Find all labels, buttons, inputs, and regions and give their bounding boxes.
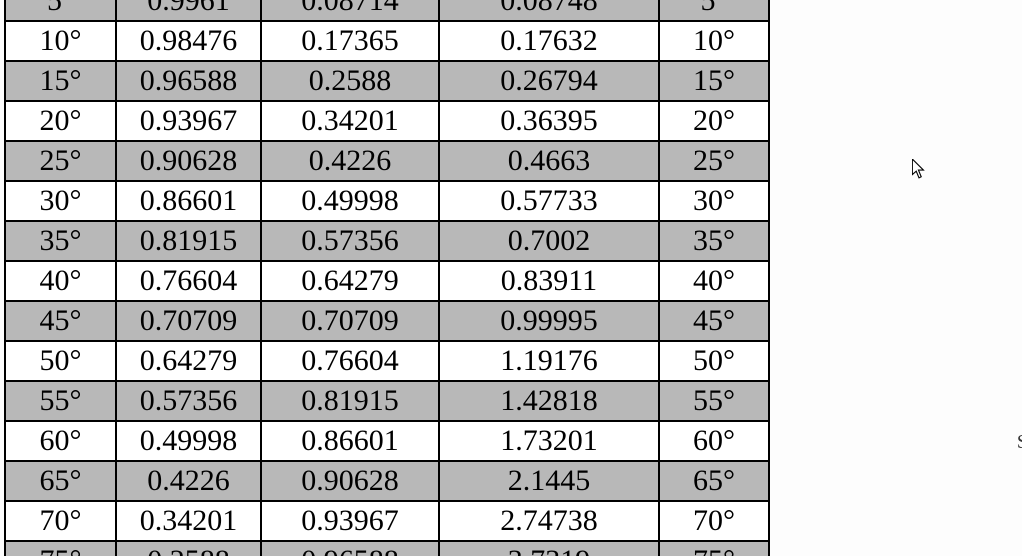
cell-angle-left: 35° (5, 221, 116, 261)
table-row: 70° 0.34201 0.93967 2.74738 70° (5, 501, 769, 541)
cell-tan: 0.4663 (439, 141, 659, 181)
cell-sin: 0.81915 (261, 381, 439, 421)
table-row: 20° 0.93967 0.34201 0.36395 20° (5, 101, 769, 141)
cell-tan: 0.26794 (439, 61, 659, 101)
cell-sin: 0.17365 (261, 21, 439, 61)
cell-angle-right: 10° (659, 21, 769, 61)
table-row: 75° 0.2588 0.96588 3.7319 75° (5, 541, 769, 556)
cell-sin: 0.34201 (261, 101, 439, 141)
cell-angle-left: 15° (5, 61, 116, 101)
cell-angle-left: 10° (5, 21, 116, 61)
cell-tan: 0.36395 (439, 101, 659, 141)
trig-table-container: 5° 0.9961 0.08714 0.08748 5° 10° 0.98476… (4, 0, 768, 556)
cell-tan: 0.99995 (439, 301, 659, 341)
cell-cos: 0.93967 (116, 101, 261, 141)
cell-cos: 0.34201 (116, 501, 261, 541)
cell-tan: 1.42818 (439, 381, 659, 421)
cell-tan: 0.08748 (439, 0, 659, 21)
cell-angle-right: 70° (659, 501, 769, 541)
cell-angle-left: 30° (5, 181, 116, 221)
cell-sin: 0.93967 (261, 501, 439, 541)
table-row: 65° 0.4226 0.90628 2.1445 65° (5, 461, 769, 501)
cell-angle-right: 50° (659, 341, 769, 381)
cell-cos: 0.98476 (116, 21, 261, 61)
cell-angle-right: 55° (659, 381, 769, 421)
cell-sin: 0.64279 (261, 261, 439, 301)
cell-tan: 2.74738 (439, 501, 659, 541)
cell-sin: 0.08714 (261, 0, 439, 21)
cell-sin: 0.4226 (261, 141, 439, 181)
cell-angle-right: 30° (659, 181, 769, 221)
table-row: 5° 0.9961 0.08714 0.08748 5° (5, 0, 769, 21)
cell-angle-left: 70° (5, 501, 116, 541)
viewport: 5° 0.9961 0.08714 0.08748 5° 10° 0.98476… (0, 0, 1022, 556)
cell-cos: 0.2588 (116, 541, 261, 556)
cell-sin: 0.70709 (261, 301, 439, 341)
cell-cos: 0.76604 (116, 261, 261, 301)
table-row: 45° 0.70709 0.70709 0.99995 45° (5, 301, 769, 341)
cell-cos: 0.9961 (116, 0, 261, 21)
cell-angle-right: 25° (659, 141, 769, 181)
table-row: 30° 0.86601 0.49998 0.57733 30° (5, 181, 769, 221)
cell-cos: 0.57356 (116, 381, 261, 421)
table-row: 60° 0.49998 0.86601 1.73201 60° (5, 421, 769, 461)
cell-angle-left: 25° (5, 141, 116, 181)
cell-cos: 0.86601 (116, 181, 261, 221)
cell-tan: 0.57733 (439, 181, 659, 221)
cell-angle-right: 40° (659, 261, 769, 301)
cell-sin: 0.57356 (261, 221, 439, 261)
cell-cos: 0.70709 (116, 301, 261, 341)
cell-sin: 0.96588 (261, 541, 439, 556)
cell-cos: 0.64279 (116, 341, 261, 381)
table-row: 25° 0.90628 0.4226 0.4663 25° (5, 141, 769, 181)
cell-angle-right: 5° (659, 0, 769, 21)
cell-tan: 1.19176 (439, 341, 659, 381)
cell-tan: 3.7319 (439, 541, 659, 556)
cell-angle-right: 45° (659, 301, 769, 341)
table-row: 15° 0.96588 0.2588 0.26794 15° (5, 61, 769, 101)
cell-angle-right: 60° (659, 421, 769, 461)
cell-angle-left: 75° (5, 541, 116, 556)
cell-cos: 0.96588 (116, 61, 261, 101)
cell-angle-right: 75° (659, 541, 769, 556)
cell-angle-right: 35° (659, 221, 769, 261)
table-row: 55° 0.57356 0.81915 1.42818 55° (5, 381, 769, 421)
cell-cos: 0.90628 (116, 141, 261, 181)
cell-angle-left: 50° (5, 341, 116, 381)
cell-tan: 2.1445 (439, 461, 659, 501)
cell-cos: 0.81915 (116, 221, 261, 261)
cell-angle-left: 65° (5, 461, 116, 501)
cell-angle-left: 40° (5, 261, 116, 301)
cell-sin: 0.49998 (261, 181, 439, 221)
edge-fragment: S (1017, 432, 1022, 452)
cell-angle-left: 20° (5, 101, 116, 141)
cell-cos: 0.49998 (116, 421, 261, 461)
cell-tan: 1.73201 (439, 421, 659, 461)
table-row: 50° 0.64279 0.76604 1.19176 50° (5, 341, 769, 381)
table-row: 40° 0.76604 0.64279 0.83911 40° (5, 261, 769, 301)
table-row: 10° 0.98476 0.17365 0.17632 10° (5, 21, 769, 61)
cell-sin: 0.76604 (261, 341, 439, 381)
mouse-cursor-icon (912, 159, 926, 179)
trig-table: 5° 0.9961 0.08714 0.08748 5° 10° 0.98476… (4, 0, 770, 556)
cell-sin: 0.2588 (261, 61, 439, 101)
cell-angle-right: 20° (659, 101, 769, 141)
cell-sin: 0.90628 (261, 461, 439, 501)
cell-angle-left: 60° (5, 421, 116, 461)
cell-tan: 0.7002 (439, 221, 659, 261)
cell-angle-left: 5° (5, 0, 116, 21)
cell-tan: 0.17632 (439, 21, 659, 61)
trig-table-body: 5° 0.9961 0.08714 0.08748 5° 10° 0.98476… (5, 0, 769, 556)
cell-angle-right: 65° (659, 461, 769, 501)
table-row: 35° 0.81915 0.57356 0.7002 35° (5, 221, 769, 261)
cell-angle-left: 55° (5, 381, 116, 421)
cell-tan: 0.83911 (439, 261, 659, 301)
cell-angle-left: 45° (5, 301, 116, 341)
cell-sin: 0.86601 (261, 421, 439, 461)
cell-angle-right: 15° (659, 61, 769, 101)
cell-cos: 0.4226 (116, 461, 261, 501)
